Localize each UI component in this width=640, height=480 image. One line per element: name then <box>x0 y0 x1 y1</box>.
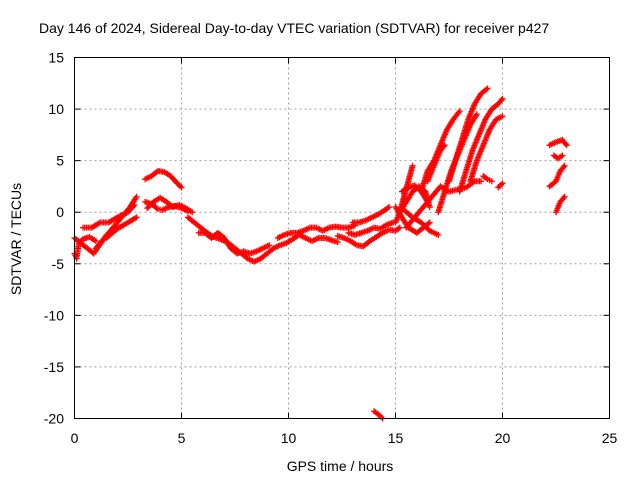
series-track-10 <box>195 229 273 257</box>
series-track-9 <box>184 214 277 265</box>
series-track-22 <box>403 178 485 231</box>
x-tick-label: 20 <box>495 430 511 446</box>
data-point-marker <box>560 195 567 202</box>
y-tick-label: 0 <box>56 204 64 220</box>
y-tick-label: -5 <box>52 256 65 272</box>
data-markers <box>71 85 570 422</box>
data-point-marker <box>499 113 506 120</box>
data-point-marker <box>498 181 505 188</box>
data-point-marker <box>456 108 463 115</box>
data-point-marker <box>266 242 273 249</box>
data-point-marker <box>499 180 506 187</box>
x-tick-label: 15 <box>388 430 404 446</box>
x-tick-label: 10 <box>281 430 297 446</box>
data-point-marker <box>153 205 160 212</box>
data-point-marker <box>396 224 403 231</box>
series-track-16 <box>371 408 386 422</box>
data-point-marker <box>178 184 185 191</box>
series-track-31 <box>546 137 570 149</box>
data-point-marker <box>378 414 385 421</box>
y-tick-label: -20 <box>44 411 64 427</box>
series-track-28 <box>467 113 506 185</box>
chart-title: Day 146 of 2024, Sidereal Day-to-day VTE… <box>39 20 549 36</box>
data-point-marker <box>409 162 416 169</box>
data-point-marker <box>133 214 140 221</box>
series-track-19 <box>398 182 431 205</box>
data-point-marker <box>496 183 503 190</box>
data-point-marker <box>334 239 341 246</box>
x-tick-label: 25 <box>602 430 618 446</box>
series-track-5 <box>103 214 140 241</box>
data-point-marker <box>560 164 567 171</box>
data-point-marker <box>562 140 569 147</box>
series-track-13 <box>334 224 403 250</box>
data-point-marker <box>92 238 99 245</box>
x-tick-label: 0 <box>71 430 79 446</box>
y-tick-label: 10 <box>48 101 64 117</box>
data-point-marker <box>561 162 568 169</box>
data-point-marker <box>425 220 432 227</box>
series-track-29 <box>480 173 495 185</box>
data-point-marker <box>559 152 566 159</box>
data-point-marker <box>478 178 485 185</box>
series-track-14 <box>349 204 393 226</box>
data-point-marker <box>426 219 433 226</box>
series-track-26 <box>446 85 491 185</box>
data-point-marker <box>563 142 570 149</box>
series-track-27 <box>456 95 506 195</box>
data-point-marker <box>495 184 502 191</box>
data-point-marker <box>473 111 480 118</box>
axis-ticks: 0 5 10 15 20 25 -20 -15 -10 -5 0 5 10 15 <box>44 50 618 447</box>
series-track-33 <box>546 162 568 190</box>
series-track-30 <box>495 180 506 191</box>
series-track-34 <box>553 193 568 216</box>
series-track-11 <box>270 231 341 252</box>
data-point-marker <box>499 95 506 102</box>
data-point-marker <box>488 178 495 185</box>
series-track-6 <box>142 167 185 191</box>
series-track-12 <box>274 222 358 241</box>
series-track-8 <box>144 194 196 216</box>
data-point-marker <box>426 204 433 211</box>
series-track-15 <box>345 219 397 238</box>
data-point-marker <box>435 231 442 238</box>
y-tick-label: 5 <box>56 153 64 169</box>
data-point-marker <box>177 183 184 190</box>
y-tick-label: -10 <box>44 307 64 323</box>
data-point-marker <box>133 193 140 200</box>
data-point-marker <box>484 85 491 92</box>
series-track-4 <box>92 193 140 252</box>
y-tick-label: -15 <box>44 359 64 375</box>
plot-frame <box>74 57 610 419</box>
data-point-marker <box>189 209 196 216</box>
data-point-marker <box>483 86 490 93</box>
data-point-marker <box>386 204 393 211</box>
y-axis-label: SDTVAR / TECUs <box>8 183 24 295</box>
series-track-32 <box>550 152 566 162</box>
data-point-marker <box>561 193 568 200</box>
x-tick-label: 5 <box>178 430 186 446</box>
series-track-24 <box>418 108 463 195</box>
data-point-marker <box>498 97 505 104</box>
x-axis-label: GPS time / hours <box>287 458 394 474</box>
y-tick-label: 15 <box>48 50 64 66</box>
